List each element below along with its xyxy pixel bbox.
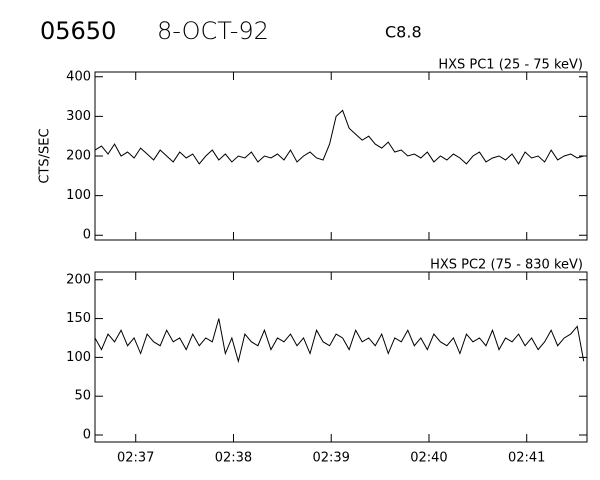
y-tick-label: 200 — [66, 272, 91, 287]
date: 8-OCT-92 — [157, 17, 269, 45]
y-tick-label: 150 — [66, 311, 91, 326]
x-tick-label: 02:41 — [508, 451, 545, 466]
panel-title: HXS PC2 (75 - 830 keV) — [430, 258, 583, 273]
y-tick-label: 50 — [74, 389, 91, 404]
panel-title: HXS PC1 (25 - 75 keV) — [438, 58, 583, 73]
data-line — [94, 109, 584, 165]
flare-class: C8.8 — [385, 23, 422, 42]
y-tick-label: 300 — [66, 109, 91, 124]
data-line — [94, 318, 585, 364]
y-tick-label: 100 — [66, 350, 91, 365]
y-tick-label: 400 — [66, 69, 91, 84]
plot-frame — [94, 271, 588, 443]
y-tick-label: 200 — [66, 149, 91, 164]
y-tick-label: 0 — [83, 228, 91, 243]
x-tick-label: 02:38 — [215, 451, 252, 466]
y-axis-label: CTS/SEC — [38, 128, 53, 183]
x-tick-label: 02:39 — [312, 451, 349, 466]
x-tick-label: 02:37 — [117, 451, 154, 466]
y-tick-label: 0 — [83, 428, 91, 443]
y-tick-label: 100 — [66, 188, 91, 203]
event-id: 05650 — [40, 17, 116, 45]
x-tick-label: 02:40 — [410, 451, 447, 466]
